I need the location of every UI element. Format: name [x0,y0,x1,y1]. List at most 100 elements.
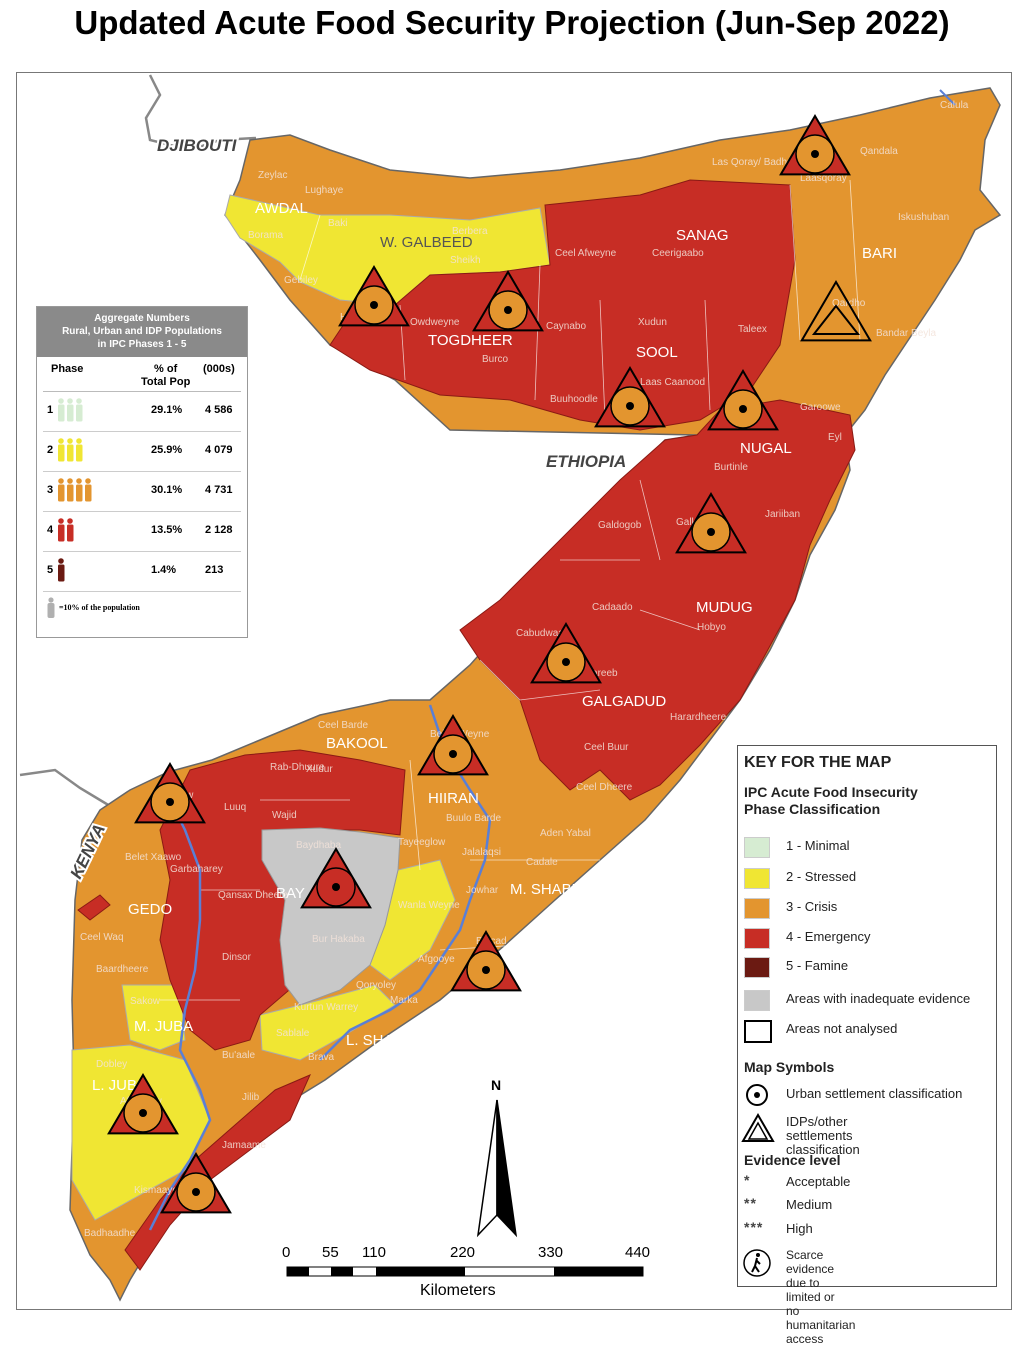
phase-population: 213 [205,564,224,576]
population-icon [58,438,83,462]
district-label: Sablale [276,1028,310,1039]
phase-percent: 1.4% [151,564,177,576]
district-label: Ceel Dheere [576,782,633,793]
urban-idp-settlement-icon [472,270,544,332]
zone-no-evidence-bay [261,827,401,1006]
urban-idp-settlement-icon [450,930,522,992]
phase-population: 2 128 [205,524,233,536]
urban-idp-settlement-icon [594,366,666,428]
phase-percent: 13.5% [151,524,183,536]
district-label: Ceerigaabo [652,248,704,259]
scale-tick: 55 [322,1244,339,1261]
region-label-bari: BARI [862,245,897,262]
scale-tick: 0 [282,1244,291,1261]
urban-idp-settlement-icon [338,265,410,327]
idp-settlement-icon [741,1113,775,1142]
region-label-gedo: GEDO [128,901,172,918]
scale-bar [286,1266,644,1277]
phase-swatch [744,928,770,949]
district-label: Baardheere [96,964,149,975]
population-icon [58,558,65,582]
district-label: Ceel Buur [584,742,629,753]
region-label-sool: SOOL [636,344,678,361]
district-label: Sheikh [450,255,481,266]
person-icon [47,597,55,618]
district-label: Cadale [526,857,558,868]
population-icon [58,478,92,502]
district-label: Qansax Dheere [218,890,288,901]
zone-stressed-juba [121,984,186,1051]
region-label-m-juba: M. JUBA [134,1018,193,1035]
district-label: Taleex [738,324,767,335]
region-label-galgadud: GALGADUD [582,693,666,710]
phase-swatch [744,957,770,978]
scale-tick: 110 [362,1244,386,1261]
urban-idp-settlement-icon [134,762,206,824]
district-label: Bandar Beyla [876,328,936,339]
region-label-togdheer: TOGDHEER [428,332,513,349]
region-label-mudug: MUDUG [696,599,753,616]
district-label: Owdweyne [410,317,460,328]
district-label: Burtinle [714,462,748,473]
region-label-hiiran: HIIRAN [428,790,479,807]
district-label: Marka [390,995,418,1006]
north-arrow: N [476,1077,518,1238]
district-label: Baydhaba [296,840,341,851]
district-label: Luuq [224,802,246,813]
phase-number: 4 [47,524,54,536]
aggregate-row: 3 30.1% 4 731 [43,472,241,512]
map-key: KEY FOR THE MAP IPC Acute Food Insecurit… [737,745,997,1346]
district-label: Afgooye [418,954,455,965]
district-label: Harardheere [670,712,727,723]
district-label: Badhaadhe [84,1228,136,1239]
district-label: Wajid [272,810,297,821]
region-label-banadir: BANADIR [510,951,577,968]
district-label: Brava [308,1052,335,1063]
phase-number: 5 [47,564,54,576]
phase-number: 2 [47,444,54,456]
key-title: KEY FOR THE MAP [744,754,892,771]
country-label-ethiopia: ETHIOPIA [546,452,626,471]
district-label: Buulo Barde [446,813,501,824]
district-label: Xudur [306,764,333,775]
district-label: Jowhar [466,885,499,896]
district-label: Laasqoray [800,173,847,184]
zone-emergency-gedo-west [77,894,111,921]
district-label: Iskushuban [898,212,949,223]
district-label: Cabudwaaq [516,628,569,639]
district-label: Aden Yabal [540,828,591,839]
region-label-bakool: BAKOOL [326,735,388,752]
svg-text:DJIBOUTI: DJIBOUTI [157,136,238,155]
aggregate-table-header: Aggregate Numbers Rural, Urban and IDP P… [37,307,247,357]
population-icon [58,398,83,422]
key-subtitle: IPC Acute Food Insecurity Phase Classifi… [744,784,918,817]
district-label: Jamaame [222,1140,266,1151]
map-title: Updated Acute Food Security Projection (… [74,4,950,41]
idp-settlement-icon [800,280,872,342]
shabelle-river [319,704,492,1061]
urban-idp-settlement-icon [300,847,372,909]
scale-tick: 220 [450,1244,476,1261]
zone-emergency-coast [124,1074,311,1271]
district-label: Dinsor [222,952,252,963]
district-label: Garoowe [800,402,841,413]
col-num: (000s) [203,363,235,375]
district-label: Sakow [130,996,161,1007]
urban-settlement-icon [746,1084,768,1106]
district-label: Kismaayo [134,1185,178,1196]
region-label-m-shabelle: M. SHABELLE [510,881,608,898]
district-label: Berbera [452,226,488,237]
phase-swatch [744,1020,772,1043]
district-label: Gebiley [284,275,318,286]
djibouti-border [144,74,257,152]
district-label: Xudun [638,317,667,328]
scale-unit: Kilometers [420,1282,496,1299]
urban-idp-settlement-icon [530,622,602,684]
population-icon [58,518,74,542]
aggregate-row: 5 1.4% 213 [43,552,241,592]
region-label-l-shabelle: L. SHABELLE [346,1032,440,1049]
region-label-sanag: SANAG [676,227,729,244]
district-label: Kurtun Warrey [294,1002,358,1013]
urban-idp-settlement-icon [107,1073,179,1135]
hiker-icon [743,1249,771,1277]
